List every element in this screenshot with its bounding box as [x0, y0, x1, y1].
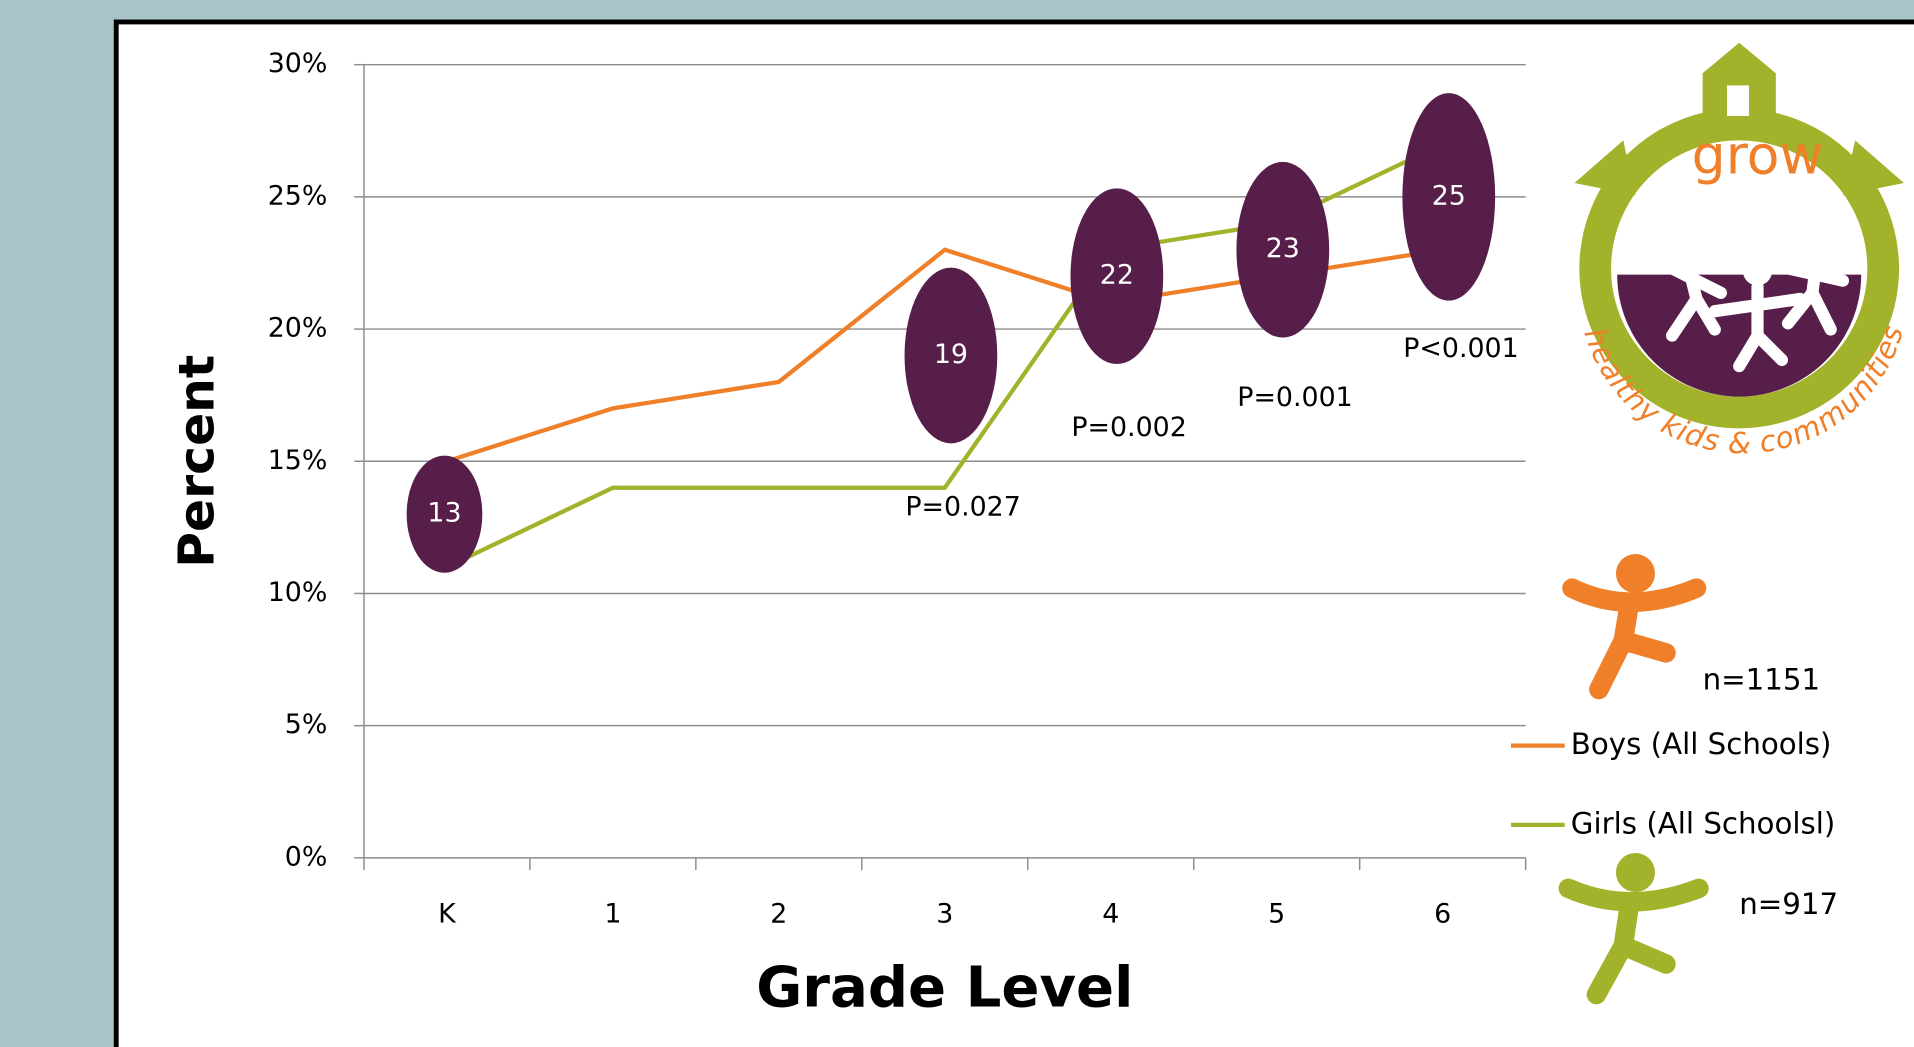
y-tick-label: 25% [268, 180, 328, 211]
y-tick-label: 15% [268, 445, 328, 476]
y-tick-label: 10% [268, 577, 328, 608]
annotation-ellipse [1070, 188, 1164, 365]
y-axis-title: Percent [168, 355, 225, 568]
x-tick-label: 6 [1434, 899, 1451, 930]
logo-door [1726, 85, 1749, 116]
y-tick-label: 5% [285, 709, 328, 740]
x-tick-label: 2 [770, 899, 787, 930]
x-tick-label: 4 [1102, 899, 1119, 930]
p-value-label: P<0.001 [1403, 333, 1518, 364]
logo-head [1809, 211, 1840, 241]
sample-size: n=1151 [1703, 662, 1821, 696]
annotation-label: 19 [934, 339, 968, 370]
annotation-ellipse [1236, 161, 1330, 338]
sample-size: n=917 [1739, 887, 1838, 921]
legend-label: Girls (All Schoolsl) [1571, 806, 1835, 840]
boy-icon [1562, 554, 1707, 700]
legend-label: Boys (All Schools) [1571, 727, 1832, 761]
x-tick-label: 1 [604, 899, 621, 930]
annotation-ellipse [904, 267, 998, 444]
logo-head [1672, 217, 1702, 247]
p-value-label: P=0.001 [1237, 382, 1352, 413]
annotation-label: 22 [1100, 260, 1134, 291]
logo-head [1742, 256, 1773, 286]
annotation-label: 13 [427, 498, 461, 529]
x-tick-label: 3 [936, 899, 953, 930]
annotation-ellipse [406, 455, 483, 573]
p-value-label: P=0.002 [1071, 412, 1186, 443]
y-tick-label: 20% [268, 313, 328, 344]
girl-icon [1558, 852, 1709, 1005]
x-tick-label: 5 [1268, 899, 1285, 930]
y-tick-label: 0% [285, 841, 328, 872]
y-tick-label: 30% [268, 48, 328, 79]
annotation-label: 25 [1432, 180, 1466, 211]
x-axis-title: Grade Level [756, 955, 1133, 1020]
logo-ring [1579, 108, 1900, 429]
logo-title: grow [1692, 123, 1824, 186]
p-value-label: P=0.027 [905, 492, 1020, 523]
logo-kids [1665, 237, 1850, 373]
logo: grow healthy kids & communities [1574, 42, 1910, 460]
annotation-ellipse [1402, 93, 1496, 301]
x-tick-label: K [438, 899, 457, 930]
logo-house [1702, 42, 1776, 116]
annotation-label: 23 [1266, 233, 1300, 264]
